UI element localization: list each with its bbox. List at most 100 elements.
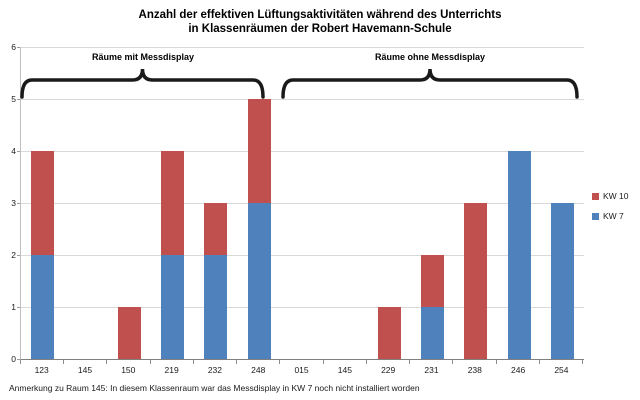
y-tick-label: 5 xyxy=(11,94,16,104)
bar-room-248 xyxy=(247,99,271,359)
x-tick-label: 254 xyxy=(554,365,569,375)
y-tick-label: 0 xyxy=(11,354,16,364)
gridline xyxy=(21,307,584,308)
bar-room-219 xyxy=(161,151,185,359)
x-tickmark xyxy=(107,360,151,364)
bar-slot xyxy=(194,47,237,359)
y-tickmark xyxy=(17,47,21,48)
plot-area xyxy=(20,47,584,360)
bar-room-254 xyxy=(550,203,574,359)
x-tickmark xyxy=(367,360,411,364)
x-tick-label: 145 xyxy=(77,365,93,375)
x-tick-label: 219 xyxy=(164,365,179,375)
x-axis-ticks xyxy=(20,360,584,364)
bar-room-232 xyxy=(204,203,228,359)
bar-segment-kw7 xyxy=(204,255,228,359)
legend-swatch-icon xyxy=(592,192,599,200)
bar-slot xyxy=(151,47,194,359)
gridline xyxy=(21,203,584,204)
bar-slot xyxy=(454,47,497,359)
bar-segment-kw10 xyxy=(31,151,55,255)
bar-segment-kw7 xyxy=(550,203,574,359)
x-tick-label: 231 xyxy=(424,365,439,375)
bars-row xyxy=(21,47,584,359)
bar-slot xyxy=(64,47,107,359)
bar-segment-kw7 xyxy=(420,307,444,359)
gridline xyxy=(21,47,584,48)
gridline xyxy=(21,99,584,100)
bar-room-238 xyxy=(464,203,488,359)
bar-room-246 xyxy=(507,151,531,359)
legend-item-kw-7: KW 7 xyxy=(592,206,629,226)
y-tick-label: 1 xyxy=(11,302,16,312)
legend-label: KW 7 xyxy=(603,211,624,221)
y-tickmark xyxy=(17,255,21,256)
legend-item-kw-10: KW 10 xyxy=(592,186,629,206)
x-tick-label: 015 xyxy=(294,365,309,375)
x-tick-label: 150 xyxy=(121,365,136,375)
bar-room-231 xyxy=(420,255,444,359)
bar-segment-kw10 xyxy=(420,255,444,307)
group-label-without-display: Räume ohne Messdisplay xyxy=(374,52,486,62)
bar-slot xyxy=(108,47,151,359)
x-tickmark xyxy=(410,360,454,364)
chart-title: Anzahl der effektiven Lüftungsaktivitäte… xyxy=(0,8,640,36)
x-tickmark xyxy=(151,360,194,364)
bar-segment-kw10 xyxy=(464,203,488,359)
x-tick-label: 232 xyxy=(207,365,222,375)
legend: KW 10 KW 7 xyxy=(592,186,629,226)
x-tick-label: 248 xyxy=(251,365,266,375)
x-tickmark xyxy=(20,360,65,364)
bar-slot xyxy=(281,47,324,359)
bar-segment-kw10 xyxy=(247,99,271,203)
bar-slot xyxy=(368,47,411,359)
y-tick-label: 6 xyxy=(11,42,16,52)
y-tick-label: 2 xyxy=(11,250,16,260)
x-tick-label: 246 xyxy=(511,365,526,375)
x-tickmark xyxy=(540,360,584,364)
x-tickmark xyxy=(497,360,540,364)
footnote: Anmerkung zu Raum 145: In diesem Klassen… xyxy=(9,383,420,393)
bar-segment-kw7 xyxy=(31,255,55,359)
x-tick-label: 238 xyxy=(467,365,482,375)
bar-slot xyxy=(21,47,64,359)
gridline xyxy=(21,255,584,256)
y-tickmark xyxy=(17,307,21,308)
bar-segment-kw10 xyxy=(204,203,228,255)
x-tickmark xyxy=(453,360,497,364)
bar-segment-kw7 xyxy=(247,203,271,359)
legend-swatch-icon xyxy=(592,212,599,220)
bar-segment-kw10 xyxy=(377,307,401,359)
bar-segment-kw7 xyxy=(161,255,185,359)
bar-room-229 xyxy=(377,307,401,359)
x-tick-label: 123 xyxy=(34,365,49,375)
bar-room-150 xyxy=(117,307,141,359)
x-tickmark xyxy=(64,360,108,364)
group-label-with-display: Räume mit Messdisplay xyxy=(91,52,195,62)
x-tick-label: 145 xyxy=(337,365,352,375)
bar-segment-kw10 xyxy=(161,151,185,255)
legend-label: KW 10 xyxy=(603,191,629,201)
y-tickmark xyxy=(17,203,21,204)
x-tickmark xyxy=(324,360,367,364)
bar-slot xyxy=(497,47,540,359)
y-tick-label: 4 xyxy=(11,146,16,156)
x-tickmark xyxy=(194,360,238,364)
bar-segment-kw10 xyxy=(117,307,141,359)
x-tickmark xyxy=(237,360,281,364)
bar-slot xyxy=(324,47,367,359)
bar-slot xyxy=(411,47,454,359)
bar-slot xyxy=(238,47,281,359)
bar-segment-kw7 xyxy=(507,151,531,359)
y-tick-label: 3 xyxy=(11,198,16,208)
x-tick-label: 229 xyxy=(381,365,396,375)
chart-title-line1: Anzahl der effektiven Lüftungsaktivitäte… xyxy=(138,9,502,21)
gridline xyxy=(21,151,584,152)
bar-slot xyxy=(541,47,584,359)
y-tickmark xyxy=(17,151,21,152)
x-tickmark xyxy=(280,360,324,364)
y-tickmark xyxy=(17,359,21,360)
chart-title-line2: in Klassenräumen der Robert Havemann-Sch… xyxy=(188,23,452,35)
y-tickmark xyxy=(17,99,21,100)
